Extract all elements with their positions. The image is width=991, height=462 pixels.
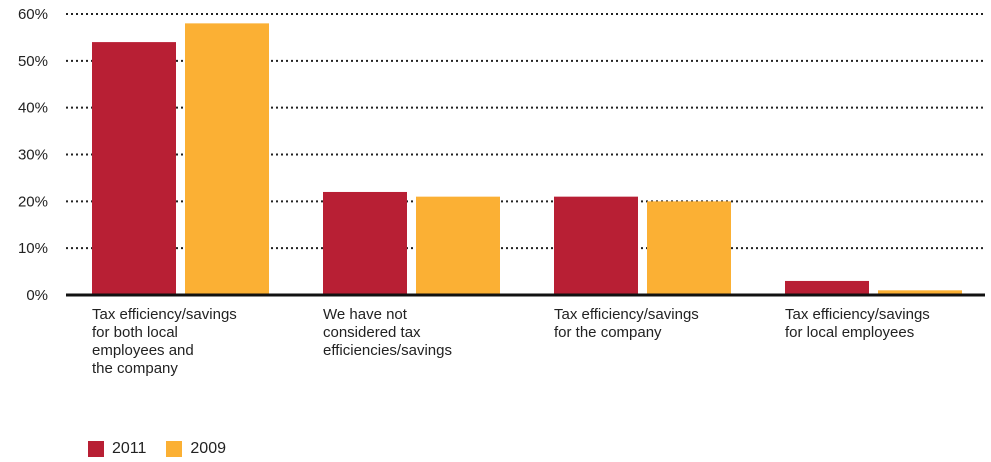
legend-swatch-2009 [166, 441, 183, 457]
y-axis-ticks: 0% 10% 20% 30% 40% 50% 60% [18, 6, 48, 304]
bar-2009-3 [878, 290, 962, 295]
bar-2009-2 [647, 201, 731, 295]
bar-chart: 0% 10% 20% 30% 40% 50% 60% Tax efficiency/savi… [18, 6, 985, 377]
bar-2011-3 [785, 280, 869, 295]
bar-2011-0 [92, 42, 176, 295]
bars [92, 23, 962, 295]
legend-item-2011: 2011 [88, 440, 146, 458]
bar-2009-1 [416, 196, 500, 295]
y-tick-label: 0% [26, 287, 48, 304]
y-tick-label: 10% [18, 240, 48, 257]
y-tick-label: 30% [18, 147, 48, 164]
legend-item-2009: 2009 [166, 440, 226, 458]
bar-2011-1 [323, 191, 407, 295]
legend-label-2011: 2011 [112, 440, 147, 457]
y-tick-label: 50% [18, 53, 48, 70]
category-label: Tax efficiency/savings for both local empl… [92, 306, 237, 377]
category-label: Tax efficiency/savings for local employee… [785, 306, 930, 341]
y-tick-label: 40% [18, 100, 48, 117]
y-tick-label: 20% [18, 193, 48, 210]
gridlines [66, 13, 985, 250]
category-label: Tax efficiency/savings for the company [554, 306, 699, 341]
bar-2009-0 [185, 23, 269, 295]
legend: 2011 2009 [88, 440, 246, 458]
category-labels: Tax efficiency/savings for both local empl… [92, 306, 930, 377]
legend-label-2009: 2009 [190, 440, 226, 457]
bar-2011-2 [554, 196, 638, 295]
y-tick-label: 60% [18, 6, 48, 23]
category-label: We have not considered tax efficiencies/sa… [323, 306, 452, 359]
legend-swatch-2011 [88, 441, 104, 457]
